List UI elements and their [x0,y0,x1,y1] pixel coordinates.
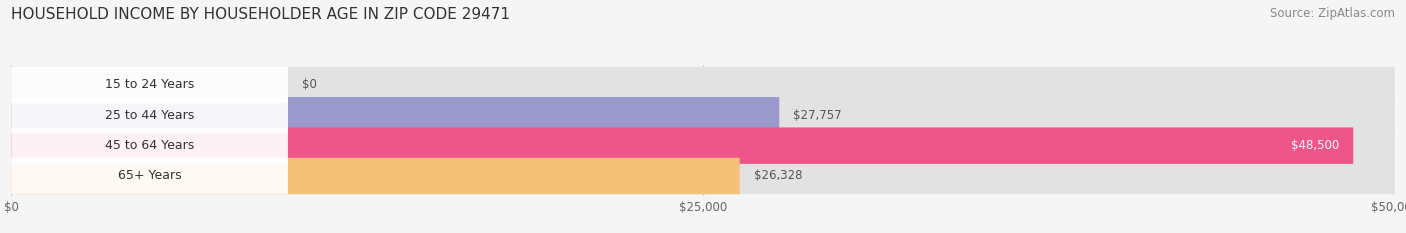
FancyBboxPatch shape [11,158,1395,194]
Text: $27,757: $27,757 [793,109,842,122]
FancyBboxPatch shape [11,67,288,103]
FancyBboxPatch shape [11,158,288,194]
FancyBboxPatch shape [11,127,1353,164]
FancyBboxPatch shape [11,67,1395,103]
Text: 15 to 24 Years: 15 to 24 Years [105,79,194,92]
Text: $26,328: $26,328 [754,169,801,182]
FancyBboxPatch shape [11,158,740,194]
FancyBboxPatch shape [11,127,288,164]
Text: 45 to 64 Years: 45 to 64 Years [105,139,194,152]
Text: 65+ Years: 65+ Years [118,169,181,182]
Text: 25 to 44 Years: 25 to 44 Years [105,109,194,122]
Text: $0: $0 [302,79,316,92]
FancyBboxPatch shape [11,97,288,134]
Text: $48,500: $48,500 [1291,139,1340,152]
FancyBboxPatch shape [11,97,1395,134]
Text: HOUSEHOLD INCOME BY HOUSEHOLDER AGE IN ZIP CODE 29471: HOUSEHOLD INCOME BY HOUSEHOLDER AGE IN Z… [11,7,510,22]
FancyBboxPatch shape [11,97,779,134]
FancyBboxPatch shape [11,127,1395,164]
Text: Source: ZipAtlas.com: Source: ZipAtlas.com [1270,7,1395,20]
